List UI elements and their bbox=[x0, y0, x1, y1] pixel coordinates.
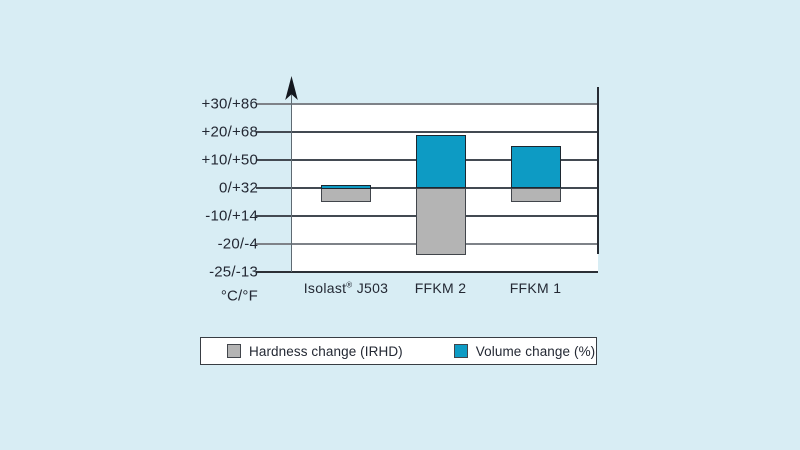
legend-item-volume: Volume change (%) bbox=[453, 343, 596, 359]
gridline bbox=[256, 102, 598, 106]
gridline bbox=[256, 187, 598, 189]
bar-volume bbox=[415, 134, 466, 188]
bar-hardness bbox=[510, 188, 561, 202]
y-tick-label: -20/-4 bbox=[217, 235, 258, 253]
plot-right-border bbox=[597, 87, 599, 254]
legend-item-hardness: Hardness change (IRHD) bbox=[227, 344, 403, 359]
y-tick-label: -10/+14 bbox=[205, 207, 258, 225]
category-label: Isolast® J503 bbox=[303, 280, 389, 296]
volume-change-swatch bbox=[453, 344, 468, 358]
category-label: FFKM 1 bbox=[509, 280, 562, 296]
y-axis-line bbox=[290, 88, 293, 272]
legend-label-hardness: Hardness change (IRHD) bbox=[249, 343, 403, 359]
bar-hardness bbox=[321, 188, 371, 202]
y-tick-label: +30/+86 bbox=[201, 95, 258, 113]
y-tick-label: -25/-13 bbox=[209, 263, 258, 281]
y-tick-label: 0/+32 bbox=[219, 179, 258, 197]
legend: Hardness change (IRHD) Volume change (%) bbox=[200, 337, 597, 365]
hardness-change-swatch bbox=[227, 344, 241, 358]
legend-label-volume: Volume change (%) bbox=[475, 343, 596, 359]
gridline bbox=[256, 271, 598, 273]
gridline bbox=[256, 131, 598, 133]
y-tick-label: +20/+68 bbox=[201, 123, 258, 141]
registered-trademark-symbol: ® bbox=[346, 280, 353, 290]
y-axis-unit-label: °C/°F bbox=[220, 287, 258, 305]
y-axis-arrow-icon bbox=[285, 76, 298, 100]
bar-volume bbox=[321, 185, 371, 189]
y-tick-label: +10/+50 bbox=[201, 151, 258, 169]
bar-hardness bbox=[415, 188, 466, 256]
bar-volume bbox=[510, 146, 561, 188]
category-label: FFKM 2 bbox=[414, 280, 467, 296]
